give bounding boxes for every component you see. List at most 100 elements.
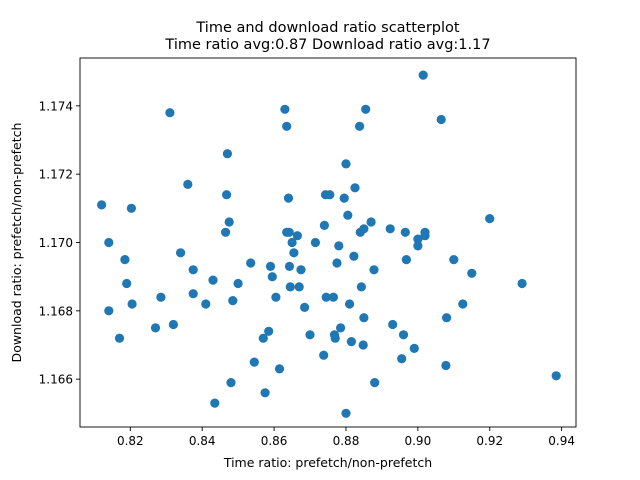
scatter-point [183, 179, 193, 189]
scatter-point [260, 388, 270, 398]
scatter-point [168, 319, 178, 330]
scatter-points [97, 70, 561, 418]
scatter-point [165, 108, 175, 118]
scatter-point [319, 350, 329, 360]
scatter-point [267, 272, 277, 282]
scatter-point [228, 296, 238, 306]
scatter-point [350, 183, 360, 193]
x-axis-ticks: 0.82 0.84 0.86 0.88 0.90 0.92 0.94 [117, 427, 575, 448]
scatter-point [126, 203, 136, 213]
scatter-point [226, 378, 236, 388]
scatter-point [246, 258, 256, 268]
scatter-point [355, 121, 365, 131]
scatter-point [274, 364, 285, 374]
scatter-point [285, 282, 295, 292]
scatter-point [418, 70, 428, 80]
scatter-point [341, 159, 351, 169]
scatter-point [359, 224, 369, 234]
y-tick-label: 1.170 [39, 236, 73, 250]
scatter-point [156, 292, 166, 302]
scatter-point [330, 333, 340, 343]
scatter-point [336, 323, 346, 333]
scatter-point [420, 231, 430, 241]
x-tick-label: 0.82 [117, 434, 144, 448]
scatter-point [127, 299, 137, 309]
scatter-point [409, 343, 419, 353]
y-axis-ticks: 1.166 1.168 1.170 1.172 1.174 [39, 99, 80, 387]
scatter-point [305, 330, 315, 340]
chart-title: Time and download ratio scatterplot [195, 20, 460, 36]
scatter-point [366, 217, 376, 227]
y-tick-label: 1.168 [39, 304, 73, 318]
scatter-point [359, 313, 369, 323]
scatter-point [334, 241, 344, 251]
scatter-point [222, 149, 232, 159]
scatter-point [436, 114, 446, 125]
scatter-point [210, 398, 220, 408]
scatter-point [284, 261, 295, 271]
scatter-point [325, 190, 335, 200]
scatter-point [370, 378, 380, 388]
scatter-point [343, 210, 353, 220]
scatter-point [265, 261, 276, 271]
scatter-point [300, 302, 310, 312]
scatter-point [400, 227, 410, 237]
y-tick-label: 1.172 [39, 168, 73, 182]
scatter-point [346, 337, 356, 347]
scatter-point [222, 190, 232, 200]
scatter-point [551, 371, 561, 381]
scatter-point [289, 248, 299, 258]
scatter-point [339, 193, 349, 203]
scatter-point [449, 255, 459, 265]
plot-area-frame [79, 57, 577, 428]
scatter-point [188, 265, 198, 275]
scatter-point [233, 278, 243, 289]
scatter-point [104, 237, 114, 248]
scatter-point [345, 299, 355, 309]
scatter-point [458, 299, 468, 309]
scatter-point [398, 330, 409, 340]
scatter-point [388, 319, 398, 330]
x-tick-label: 0.84 [189, 434, 216, 448]
scatter-point [369, 265, 379, 275]
scatter-point [122, 278, 132, 289]
scatter-point [283, 193, 294, 203]
scatter-point [282, 121, 292, 131]
scatter-point [258, 333, 268, 343]
scatter-point [287, 237, 297, 248]
x-tick-label: 0.94 [548, 434, 575, 448]
scatter-point [361, 104, 371, 114]
x-tick-label: 0.90 [404, 434, 431, 448]
scatter-point [442, 313, 452, 323]
chart-subtitle: Time ratio avg:0.87 Download ratio avg:1… [164, 37, 490, 53]
scatter-point [264, 326, 274, 336]
scatter-point [356, 282, 366, 292]
scatter-point [467, 268, 477, 278]
scatter-point [349, 251, 359, 261]
scatter-point [104, 306, 114, 316]
scatter-point [397, 354, 407, 364]
scatter-point [120, 255, 130, 265]
x-tick-label: 0.92 [476, 434, 503, 448]
scatter-point [188, 289, 198, 299]
scatter-point [319, 220, 329, 230]
y-tick-label: 1.166 [39, 373, 73, 387]
scatter-point [341, 408, 351, 418]
scatter-point [441, 360, 451, 371]
scatter-point [292, 231, 302, 241]
scatter-point [150, 323, 161, 333]
scatter-point [485, 214, 495, 224]
scatter-point [294, 282, 304, 292]
scatter-point [310, 237, 320, 248]
scatter-point [208, 275, 218, 285]
scatter-point [321, 292, 331, 302]
scatter-point [114, 333, 125, 343]
x-axis-label: Time ratio: prefetch/non-prefetch [223, 455, 432, 470]
scatter-point [401, 255, 411, 265]
scatter-point [249, 357, 259, 367]
scatter-point [176, 248, 186, 258]
scatter-point [413, 241, 423, 251]
scatter-point [221, 227, 231, 237]
scatter-point [271, 292, 281, 302]
